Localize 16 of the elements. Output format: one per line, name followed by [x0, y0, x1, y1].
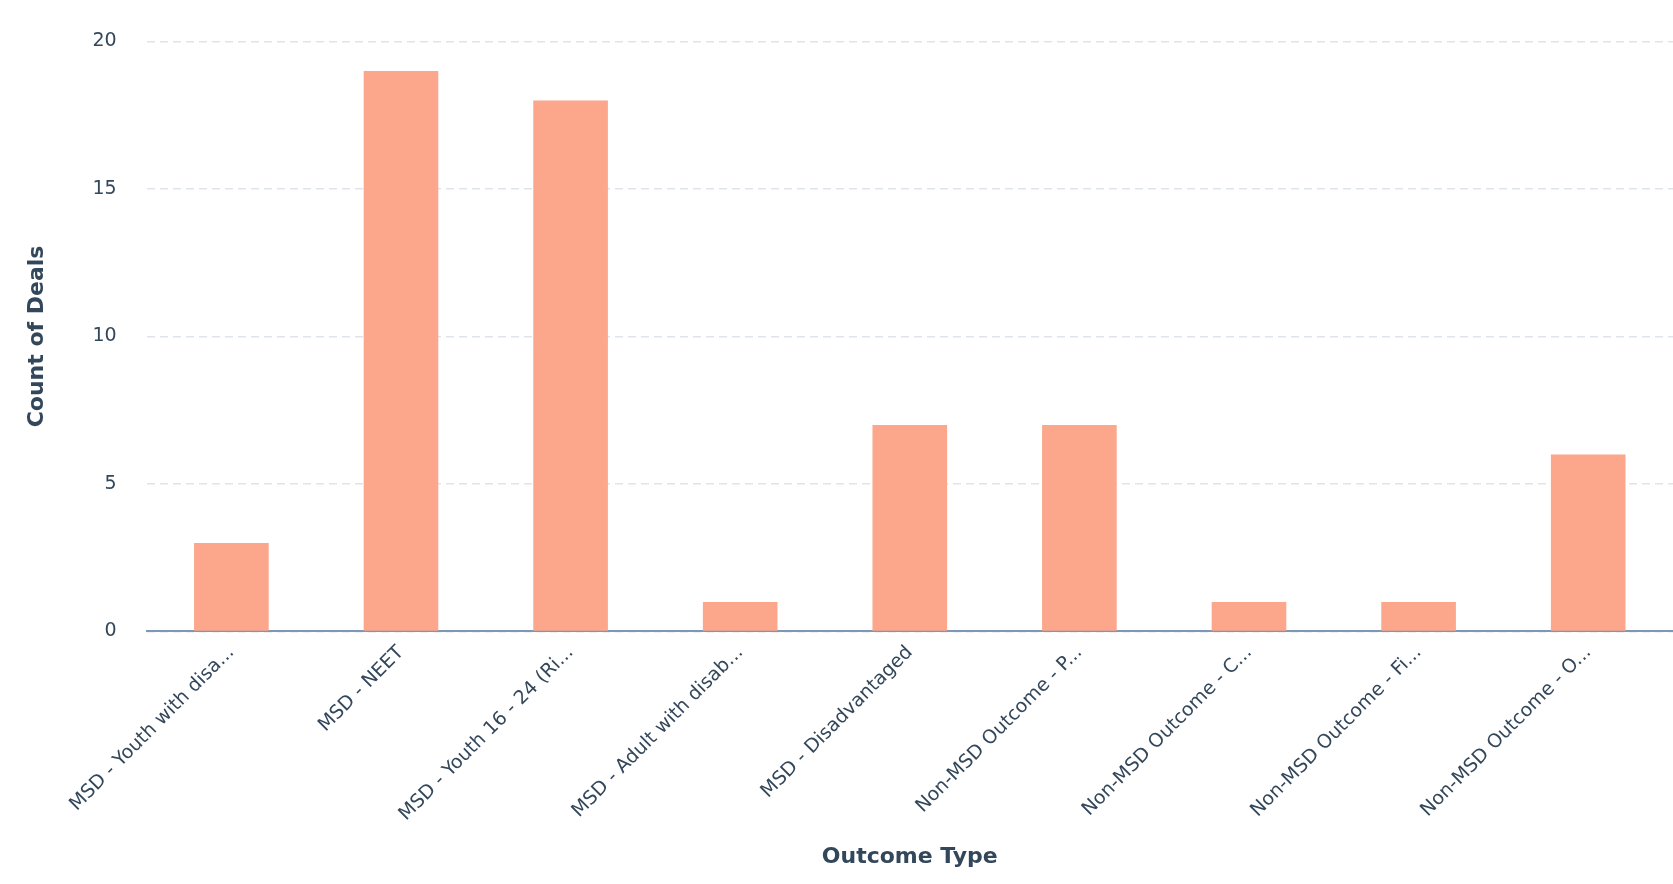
bar	[1042, 424, 1117, 631]
bar	[363, 70, 439, 631]
y-tick-label: 10	[92, 323, 117, 346]
bar	[194, 542, 269, 631]
bar	[1381, 601, 1456, 631]
bar	[533, 100, 608, 631]
bar	[872, 424, 948, 631]
y-tick-label: 20	[92, 28, 117, 51]
y-axis-title: Count of Deals	[22, 245, 48, 428]
bar	[702, 601, 778, 631]
y-tick-label: 15	[92, 175, 117, 198]
y-tick-label: 0	[104, 618, 117, 641]
bar	[1211, 601, 1287, 631]
x-axis-title: Outcome Type	[821, 842, 998, 868]
bar	[1550, 454, 1626, 631]
y-tick-label: 5	[104, 470, 117, 493]
